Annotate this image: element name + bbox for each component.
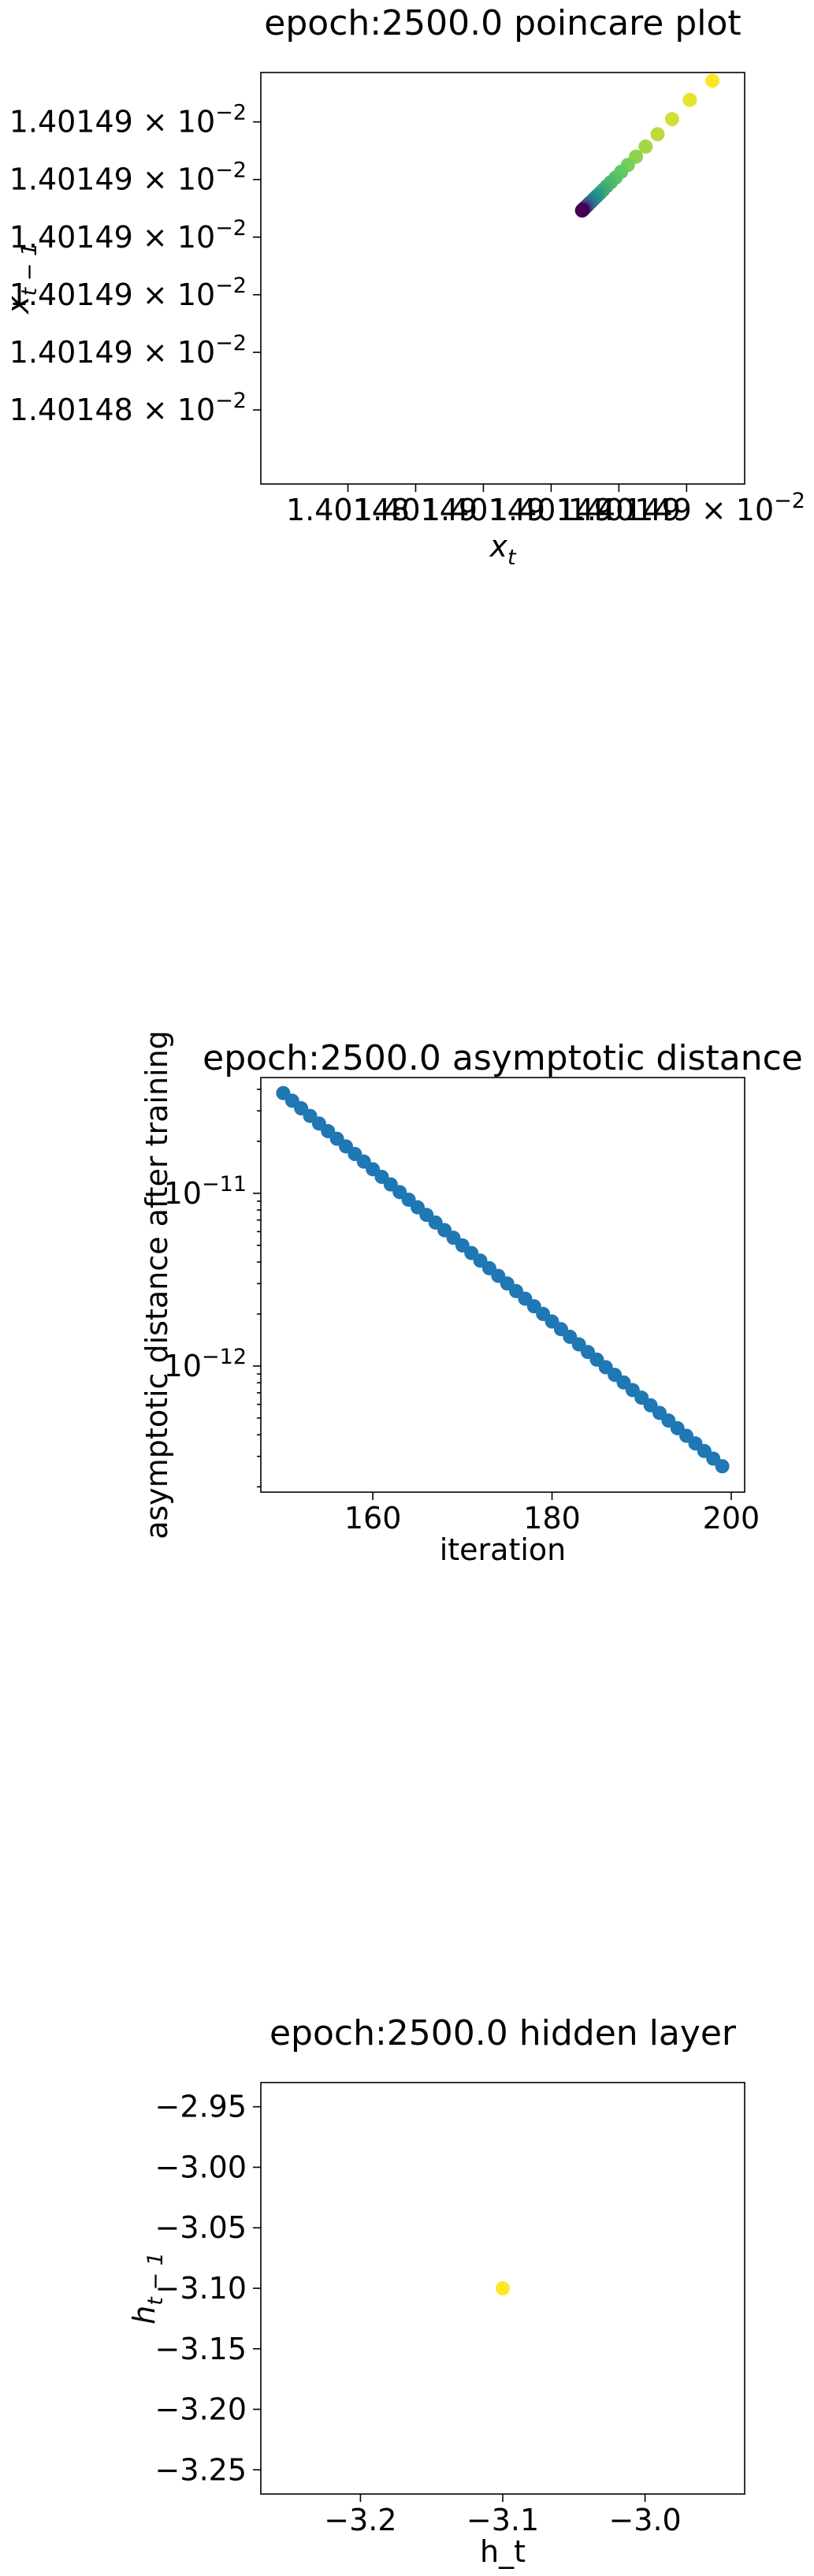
poincare-frame <box>260 72 745 485</box>
asymptotic-x-tick-label: 200 <box>703 1501 760 1536</box>
asymptotic-title: epoch:2500.0 asymptotic distance <box>203 1038 803 1078</box>
poincare-point <box>664 112 679 127</box>
poincare-point <box>574 203 589 218</box>
poincare-y-tick-label: 1.40149 × 10−2 <box>9 101 247 140</box>
hidden-layer-plot: epoch:2500.0 hidden layer −2.95 −3.00 −3.05… <box>127 2013 745 2569</box>
hidden-y-tick-label: −3.15 <box>155 2332 247 2366</box>
poincare-x-tick-label: 1.40149 <box>557 493 681 527</box>
hidden-y-tick-label: −3.25 <box>155 2452 247 2487</box>
hidden-x-tick-label: −3.2 <box>324 2503 396 2537</box>
hidden-x-tick-label: −3.0 <box>608 2503 681 2537</box>
poincare-y-tick-label: 1.40149 × 10−2 <box>9 274 247 312</box>
poincare-y-tick-label: 1.40149 × 10−2 <box>9 331 247 370</box>
hidden-x-tick-label: −3.1 <box>466 2503 539 2537</box>
asymptotic-y-tick-label: 10−11 <box>164 1172 247 1211</box>
poincare-y-tick-label: 1.40148 × 10−2 <box>9 389 247 427</box>
hidden-y-tick-label: −2.95 <box>155 2090 247 2124</box>
asymptotic-point <box>715 1459 730 1474</box>
poincare-title: epoch:2500.0 poincare plot <box>264 3 741 43</box>
poincare-plot: epoch:2500.0 poincare plot 1.40148 × 10−2… <box>1 3 805 570</box>
poincare-x-label: xt <box>489 529 517 570</box>
poincare-x-tick-label: 1.40148 <box>286 493 410 527</box>
poincare-x-tick-label: 1.40149 <box>489 493 613 527</box>
asymptotic-x-tick-label: 160 <box>344 1501 402 1536</box>
poincare-point <box>638 139 653 154</box>
poincare-y-tick-label: 1.40149 × 10−2 <box>9 158 247 197</box>
hidden-y-tick-label: −3.10 <box>155 2271 247 2306</box>
poincare-y-label: xt − 1 <box>1 243 42 315</box>
hidden-x-label: h_t <box>480 2534 526 2569</box>
asymptotic-x-tick-label: 180 <box>523 1501 581 1536</box>
asymptotic-distance-plot: epoch:2500.0 asymptotic distance 10−11 10−… <box>139 1030 803 1567</box>
hidden-y-label: ht − 1 <box>127 2252 168 2325</box>
asymptotic-x-label: iteration <box>440 1532 567 1567</box>
asymptotic-y-label: asymptotic distance after training <box>139 1030 174 1539</box>
asymptotic-frame <box>260 1077 745 1493</box>
hidden-y-tick-label: −3.20 <box>155 2392 247 2427</box>
poincare-x-tick-label: 1.40149 <box>354 493 478 527</box>
hidden-title: epoch:2500.0 hidden layer <box>269 2013 737 2053</box>
poincare-point <box>705 73 720 88</box>
poincare-x-tick-label: 1.40149 <box>422 493 545 527</box>
hidden-point <box>496 2281 510 2295</box>
hidden-y-tick-label: −3.05 <box>155 2210 247 2245</box>
poincare-point <box>682 92 697 107</box>
poincare-x-tick-label: 1.40149 × 10−2 <box>568 489 805 527</box>
poincare-y-tick-label: 1.40149 × 10−2 <box>9 216 247 255</box>
asymptotic-y-tick-label: 10−12 <box>164 1345 247 1383</box>
hidden-y-tick-label: −3.00 <box>155 2150 247 2184</box>
poincare-point <box>650 127 665 142</box>
